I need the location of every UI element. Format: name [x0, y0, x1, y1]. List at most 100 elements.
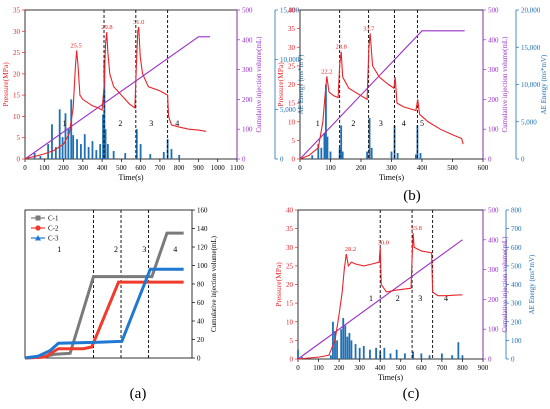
ae-energy-bar: [103, 59, 106, 159]
ae-energy-bar: [368, 118, 371, 159]
volume-axis-tick-label: 120: [197, 244, 208, 252]
x-axis-tick-label: 0: [23, 164, 27, 172]
ae-energy-bar: [79, 144, 82, 159]
ae-energy-bar: [389, 353, 392, 359]
volume-axis-tick-label: 100: [488, 126, 499, 134]
ae-axis-tick-label: 800: [511, 207, 522, 215]
x-axis-title: Time(s): [379, 173, 404, 182]
ae-axis-tick-label: 600: [511, 244, 522, 252]
stage-label: 2: [118, 119, 122, 128]
x-axis-tick-label: 600: [416, 364, 427, 372]
ae-energy-bar: [419, 153, 422, 159]
stage-label: 2: [114, 245, 118, 254]
ae-axis-tick-label: 500: [511, 262, 522, 270]
ae-energy-bar: [102, 114, 104, 159]
ae-energy-bar: [346, 336, 349, 359]
x-axis-tick-label: 200: [334, 364, 345, 372]
x-axis-tick-label: 700: [155, 164, 166, 172]
ae-energy-bar: [311, 155, 314, 159]
x-axis-tick-label: 100: [313, 364, 324, 372]
series-line-c-1: [24, 231, 184, 360]
plot-frame: [297, 209, 484, 360]
series-line-c-3: [24, 267, 184, 360]
x-axis-tick-label: 1000: [211, 164, 226, 172]
x-axis-tick-label: 400: [417, 164, 428, 172]
stage-label: 4: [444, 294, 448, 303]
volume-axis-tick-label: 300: [488, 66, 499, 74]
ae-energy-bar: [366, 151, 368, 159]
pressure-axis-tick-label: 30: [286, 244, 294, 252]
ae-energy-bar: [375, 347, 378, 359]
peak-pressure-label: 28.2: [345, 246, 356, 253]
x-axis-tick-label: 600: [135, 164, 146, 172]
ae-energy-bar: [317, 144, 320, 159]
peak-pressure-label: 22.2: [321, 68, 332, 75]
series-line-c-2: [24, 280, 184, 360]
volume-axis-tick-label: 500: [488, 7, 499, 15]
ae-energy-bar: [428, 355, 431, 359]
ae-axis-tick-label: 300: [511, 300, 522, 308]
stage-label: 5: [420, 119, 424, 128]
pressure-axis-tick-label: 35: [13, 7, 21, 15]
x-axis-tick-label: 700: [437, 364, 448, 372]
ae-energy-bar: [83, 134, 86, 159]
ae-energy-bar: [104, 129, 107, 159]
ae-energy-bar: [340, 125, 343, 159]
ae-energy-bar: [440, 353, 443, 359]
injection-volume-line: [24, 36, 211, 160]
volume-axis-tick-label: 20: [197, 336, 205, 344]
ae-axis-tick-label: 5,000: [521, 118, 537, 126]
x-axis-tick-label: 300: [386, 164, 397, 172]
x-axis-tick-label: 400: [375, 364, 386, 372]
ae-energy-bar: [395, 349, 398, 359]
volume-axis-title: Cumulative injection volume(mL): [255, 36, 263, 133]
ae-energy-bar: [112, 151, 115, 159]
stage-label: 4: [175, 119, 179, 128]
peak-pressure-label: 25.5: [70, 42, 81, 49]
volume-axis-tick-label: 160: [197, 207, 208, 215]
x-axis-tick-label: 900: [478, 364, 489, 372]
legend-marker: [35, 225, 41, 231]
ae-energy-bar: [99, 144, 102, 159]
ae-axis-tick-label: 100: [511, 337, 522, 345]
volume-axis-tick-label: 100: [242, 126, 253, 134]
ae-energy-bar: [451, 355, 454, 359]
pressure-axis-tick-label: 0: [290, 356, 294, 364]
pressure-axis-tick-label: 10: [286, 318, 294, 326]
ae-axis-tick-label: 10,000: [280, 56, 300, 64]
stage-label: 4: [402, 119, 406, 128]
ae-energy-bar: [149, 154, 152, 159]
stage-label: 2: [351, 119, 355, 128]
pressure-axis-tick-label: 25: [286, 262, 294, 270]
volume-axis-tick-label: 400: [488, 236, 499, 244]
peak-pressure-label: 28.8: [335, 44, 346, 51]
volume-axis-tick-label: 400: [488, 36, 499, 44]
ae-energy-bar: [64, 113, 67, 159]
x-axis-title: Time(s): [118, 173, 143, 182]
legend-label: C-3: [48, 235, 59, 243]
pressure-axis-title: Pressure(MPa): [1, 62, 10, 107]
ae-energy-bar: [106, 144, 109, 159]
ae-energy-bar: [51, 124, 53, 159]
ae-energy-bar: [403, 353, 406, 359]
ae-energy-bar: [61, 137, 64, 159]
pressure-axis-title: Pressure(MPa): [276, 62, 285, 107]
panel-bottom-right: 0 100 200 300 400 500 600 700 800 900Time(s)05101…: [274, 207, 536, 383]
ae-energy-bar: [139, 144, 142, 159]
ae-energy-bar: [325, 84, 327, 159]
pressure-axis-tick-label: 5: [290, 337, 294, 345]
legend-label: C-2: [48, 225, 59, 233]
panel-bottom-left: 0 20 40 60 80 100 120 140 160 Cumulative injectio…: [24, 207, 218, 363]
pressure-axis-tick-label: 35: [286, 225, 294, 233]
x-axis-tick-label: 400: [97, 164, 108, 172]
volume-axis-tick-label: 400: [242, 36, 253, 44]
ae-energy-bar: [415, 154, 417, 159]
ae-energy-bar: [336, 340, 338, 359]
ae-energy-bar: [76, 139, 78, 159]
stage-label: 1: [369, 294, 373, 303]
ae-energy-bar: [47, 144, 50, 159]
x-axis-tick-label: 900: [193, 164, 204, 172]
stage-label: 2: [396, 294, 400, 303]
ae-energy-bar: [338, 147, 341, 159]
